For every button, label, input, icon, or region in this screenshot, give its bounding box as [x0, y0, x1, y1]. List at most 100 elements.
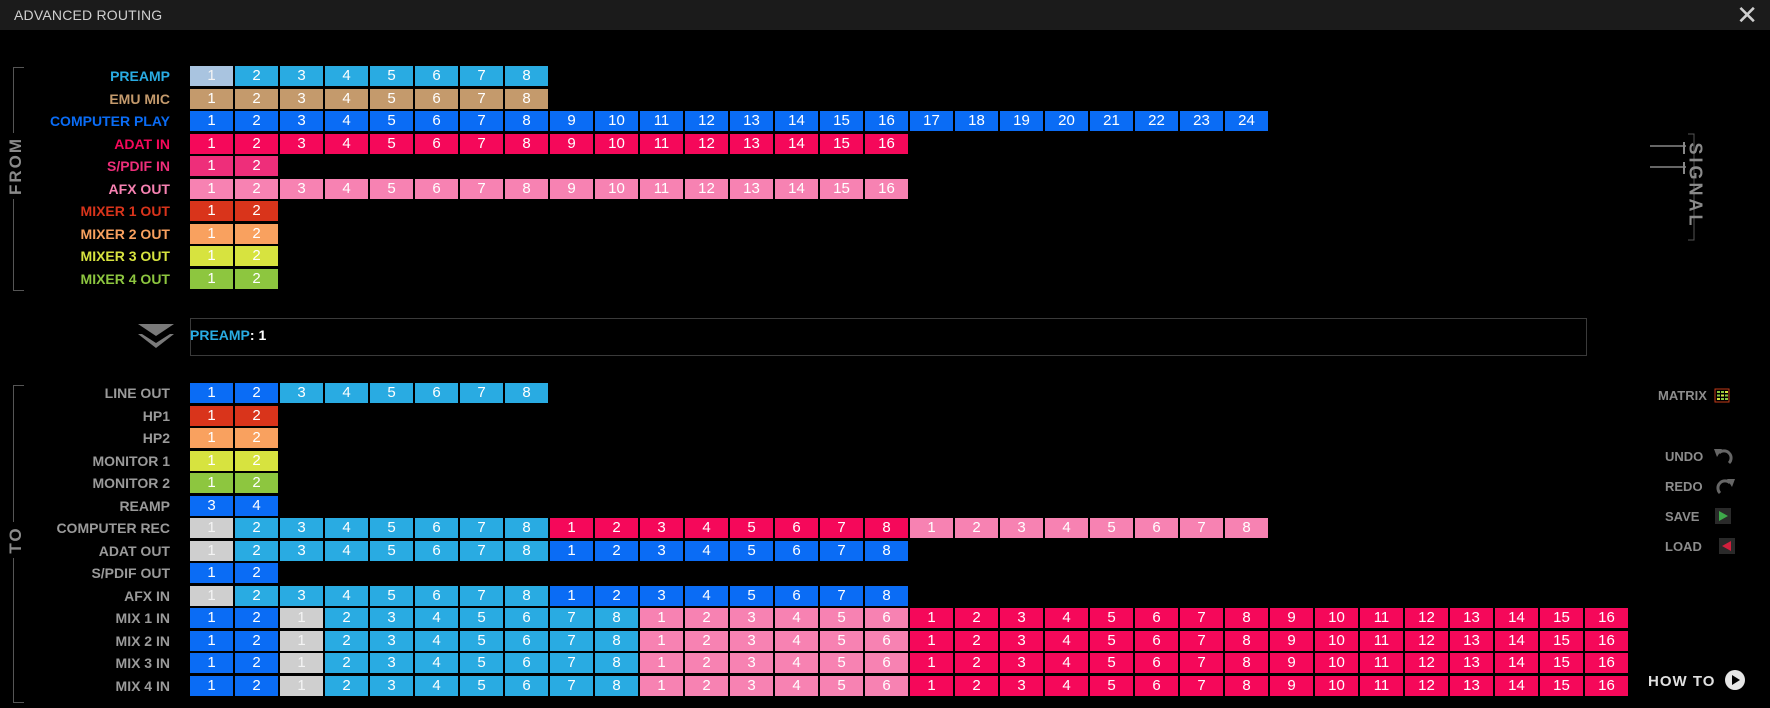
- to-cell-adat-out-13[interactable]: 5: [730, 540, 774, 561]
- to-cell-line-out-5[interactable]: 5: [370, 383, 414, 403]
- to-cell-adat-out-11[interactable]: 3: [640, 540, 684, 561]
- to-cell-mix-1-in-5[interactable]: 3: [370, 608, 414, 628]
- from-cell-afx-out-7[interactable]: 7: [460, 178, 504, 199]
- to-cell-mix-3-in-25[interactable]: 9: [1270, 653, 1314, 673]
- to-cell-afx-in-7[interactable]: 7: [460, 585, 504, 606]
- to-cell-hp2-1[interactable]: 1: [190, 428, 234, 448]
- to-cell-mix-4-in-4[interactable]: 2: [325, 675, 369, 696]
- to-cell-line-out-7[interactable]: 7: [460, 383, 504, 403]
- redo-button[interactable]: REDO: [1665, 477, 1736, 495]
- to-cell-computer-rec-15[interactable]: 7: [820, 518, 864, 538]
- to-cell-mix-4-in-16[interactable]: 6: [865, 675, 909, 696]
- from-cell-computer-play-5[interactable]: 5: [370, 111, 414, 131]
- to-cell-afx-in-10[interactable]: 2: [595, 585, 639, 606]
- from-cell-computer-play-15[interactable]: 15: [820, 111, 864, 131]
- from-cell-adat-in-4[interactable]: 4: [325, 133, 369, 154]
- to-cell-adat-out-4[interactable]: 4: [325, 540, 369, 561]
- to-cell-computer-rec-10[interactable]: 2: [595, 518, 639, 538]
- to-cell-mix-1-in-12[interactable]: 2: [685, 608, 729, 628]
- to-cell-mix-3-in-28[interactable]: 12: [1405, 653, 1449, 673]
- to-cell-mix-2-in-29[interactable]: 13: [1450, 630, 1494, 651]
- to-cell-mix-4-in-22[interactable]: 6: [1135, 675, 1179, 696]
- from-cell-mixer-4-out-1[interactable]: 1: [190, 268, 234, 289]
- to-cell-line-out-8[interactable]: 8: [505, 383, 549, 403]
- from-cell-adat-in-7[interactable]: 7: [460, 133, 504, 154]
- load-button[interactable]: LOAD: [1665, 537, 1736, 555]
- to-cell-mix-3-in-24[interactable]: 8: [1225, 653, 1269, 673]
- to-cell-mix-2-in-6[interactable]: 4: [415, 630, 459, 651]
- to-cell-mix-4-in-29[interactable]: 13: [1450, 675, 1494, 696]
- to-cell-mix-3-in-9[interactable]: 7: [550, 653, 594, 673]
- to-cell-line-out-4[interactable]: 4: [325, 383, 369, 403]
- from-cell-computer-play-8[interactable]: 8: [505, 111, 549, 131]
- to-cell-hp1-1[interactable]: 1: [190, 405, 234, 426]
- to-cell-mix-3-in-10[interactable]: 8: [595, 653, 639, 673]
- to-cell-mix-2-in-2[interactable]: 2: [235, 630, 279, 651]
- to-cell-computer-rec-2[interactable]: 2: [235, 518, 279, 538]
- to-cell-mix-1-in-7[interactable]: 5: [460, 608, 504, 628]
- from-cell-computer-play-18[interactable]: 18: [955, 111, 999, 131]
- to-cell-line-out-6[interactable]: 6: [415, 383, 459, 403]
- to-cell-mix-3-in-13[interactable]: 3: [730, 653, 774, 673]
- to-cell-mix-1-in-3[interactable]: 1: [280, 608, 324, 628]
- to-cell-line-out-2[interactable]: 2: [235, 383, 279, 403]
- from-cell-adat-in-14[interactable]: 14: [775, 133, 819, 154]
- to-cell-mix-3-in-22[interactable]: 6: [1135, 653, 1179, 673]
- to-cell-hp2-2[interactable]: 2: [235, 428, 279, 448]
- to-cell-afx-in-12[interactable]: 4: [685, 585, 729, 606]
- from-cell-adat-in-9[interactable]: 9: [550, 133, 594, 154]
- from-cell-afx-out-15[interactable]: 15: [820, 178, 864, 199]
- to-cell-computer-rec-14[interactable]: 6: [775, 518, 819, 538]
- from-cell-adat-in-8[interactable]: 8: [505, 133, 549, 154]
- to-cell-mix-3-in-7[interactable]: 5: [460, 653, 504, 673]
- from-cell-mixer-2-out-1[interactable]: 1: [190, 223, 234, 244]
- to-cell-line-out-1[interactable]: 1: [190, 383, 234, 403]
- to-cell-computer-rec-8[interactable]: 8: [505, 518, 549, 538]
- to-cell-adat-out-10[interactable]: 2: [595, 540, 639, 561]
- from-cell-afx-out-9[interactable]: 9: [550, 178, 594, 199]
- from-cell-mixer-4-out-2[interactable]: 2: [235, 268, 279, 289]
- to-cell-monitor-2-2[interactable]: 2: [235, 473, 279, 493]
- to-cell-mix-3-in-32[interactable]: 16: [1585, 653, 1629, 673]
- to-cell-mix-1-in-16[interactable]: 6: [865, 608, 909, 628]
- from-cell-computer-play-24[interactable]: 24: [1225, 111, 1269, 131]
- from-cell-adat-in-2[interactable]: 2: [235, 133, 279, 154]
- to-cell-mix-2-in-19[interactable]: 3: [1000, 630, 1044, 651]
- from-cell-computer-play-22[interactable]: 22: [1135, 111, 1179, 131]
- to-cell-adat-out-9[interactable]: 1: [550, 540, 594, 561]
- to-cell-adat-out-8[interactable]: 8: [505, 540, 549, 561]
- to-cell-computer-rec-6[interactable]: 6: [415, 518, 459, 538]
- to-cell-mix-3-in-14[interactable]: 4: [775, 653, 819, 673]
- to-cell-computer-rec-24[interactable]: 8: [1225, 518, 1269, 538]
- to-cell-computer-rec-18[interactable]: 2: [955, 518, 999, 538]
- from-cell-computer-play-19[interactable]: 19: [1000, 111, 1044, 131]
- to-cell-mix-2-in-32[interactable]: 16: [1585, 630, 1629, 651]
- to-cell-mix-3-in-29[interactable]: 13: [1450, 653, 1494, 673]
- to-cell-mix-4-in-7[interactable]: 5: [460, 675, 504, 696]
- from-cell-afx-out-14[interactable]: 14: [775, 178, 819, 199]
- from-cell-preamp-1[interactable]: 1: [190, 66, 234, 86]
- to-cell-mix-4-in-1[interactable]: 1: [190, 675, 234, 696]
- to-cell-mix-1-in-29[interactable]: 13: [1450, 608, 1494, 628]
- to-cell-computer-rec-22[interactable]: 6: [1135, 518, 1179, 538]
- from-cell-adat-in-12[interactable]: 12: [685, 133, 729, 154]
- to-cell-afx-in-3[interactable]: 3: [280, 585, 324, 606]
- to-cell-adat-out-6[interactable]: 6: [415, 540, 459, 561]
- to-cell-mix-2-in-26[interactable]: 10: [1315, 630, 1359, 651]
- from-cell-mixer-3-out-1[interactable]: 1: [190, 246, 234, 266]
- to-cell-mix-4-in-2[interactable]: 2: [235, 675, 279, 696]
- to-cell-mix-1-in-26[interactable]: 10: [1315, 608, 1359, 628]
- from-cell-computer-play-23[interactable]: 23: [1180, 111, 1224, 131]
- to-cell-afx-in-13[interactable]: 5: [730, 585, 774, 606]
- from-cell-emu-mic-2[interactable]: 2: [235, 88, 279, 109]
- from-cell-computer-play-12[interactable]: 12: [685, 111, 729, 131]
- to-cell-mix-4-in-15[interactable]: 5: [820, 675, 864, 696]
- to-cell-mix-1-in-6[interactable]: 4: [415, 608, 459, 628]
- to-cell-mix-4-in-6[interactable]: 4: [415, 675, 459, 696]
- to-cell-mix-3-in-1[interactable]: 1: [190, 653, 234, 673]
- from-cell-afx-out-1[interactable]: 1: [190, 178, 234, 199]
- from-cell-afx-out-8[interactable]: 8: [505, 178, 549, 199]
- to-cell-afx-in-6[interactable]: 6: [415, 585, 459, 606]
- to-cell-mix-2-in-12[interactable]: 2: [685, 630, 729, 651]
- to-cell-mix-1-in-32[interactable]: 16: [1585, 608, 1629, 628]
